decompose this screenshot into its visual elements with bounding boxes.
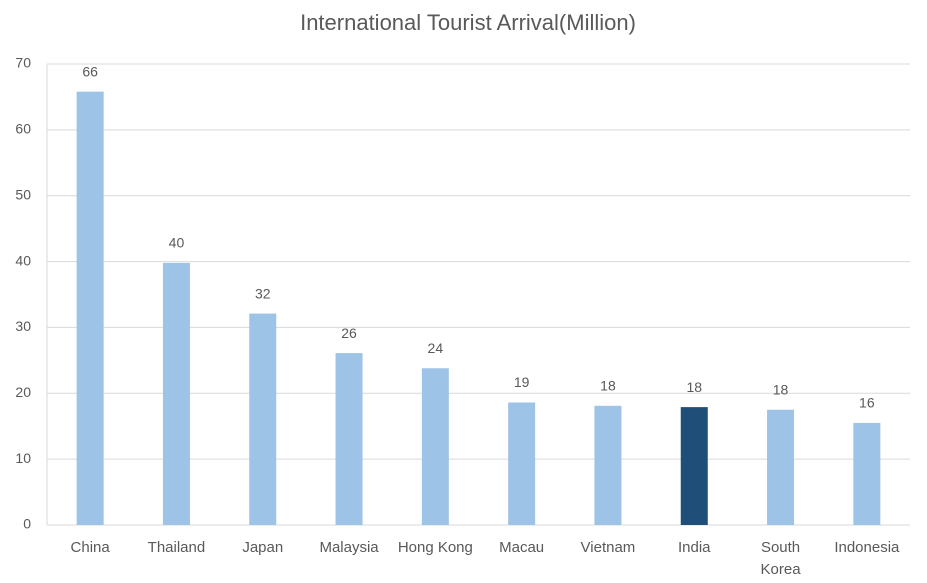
data-label: 32	[255, 285, 271, 301]
y-tick-label: 40	[15, 252, 31, 268]
data-label: 18	[773, 381, 789, 397]
chart-title: International Tourist Arrival(Million)	[300, 10, 636, 35]
data-label: 26	[341, 325, 357, 341]
data-label: 18	[686, 379, 702, 395]
x-tick-label: India	[677, 539, 711, 556]
x-tick-label: Japan	[242, 539, 284, 556]
y-tick-label: 0	[23, 516, 31, 532]
bar	[594, 405, 622, 525]
y-tick-label: 50	[15, 186, 31, 202]
y-tick-label: 60	[15, 121, 31, 137]
bar	[76, 91, 104, 525]
bar	[162, 262, 190, 525]
x-tick-label: South Korea	[760, 539, 801, 578]
x-tick-label: Hong Kong	[397, 539, 473, 556]
x-tick-label: Malaysia	[319, 539, 379, 556]
bar	[249, 313, 277, 525]
data-label: 24	[428, 340, 444, 356]
y-tick-label: 70	[15, 55, 31, 71]
bar	[767, 409, 795, 525]
data-label: 18	[600, 378, 616, 394]
x-tick-label: Thailand	[147, 539, 206, 556]
x-tick-label: China	[70, 539, 110, 556]
data-label: 66	[82, 63, 98, 79]
bar	[421, 368, 449, 525]
bar	[335, 353, 363, 525]
data-label: 19	[514, 374, 530, 390]
y-tick-label: 10	[15, 450, 31, 466]
y-tick-label: 30	[15, 318, 31, 334]
data-label: 40	[169, 235, 185, 251]
bar	[508, 402, 536, 525]
x-tick-label: Macau	[499, 539, 545, 556]
x-tick-label: Vietnam	[580, 539, 636, 556]
bar	[680, 407, 708, 525]
x-tick-label: Indonesia	[834, 539, 900, 556]
y-tick-label: 20	[15, 384, 31, 400]
data-label: 16	[859, 395, 875, 411]
bar	[853, 422, 881, 525]
